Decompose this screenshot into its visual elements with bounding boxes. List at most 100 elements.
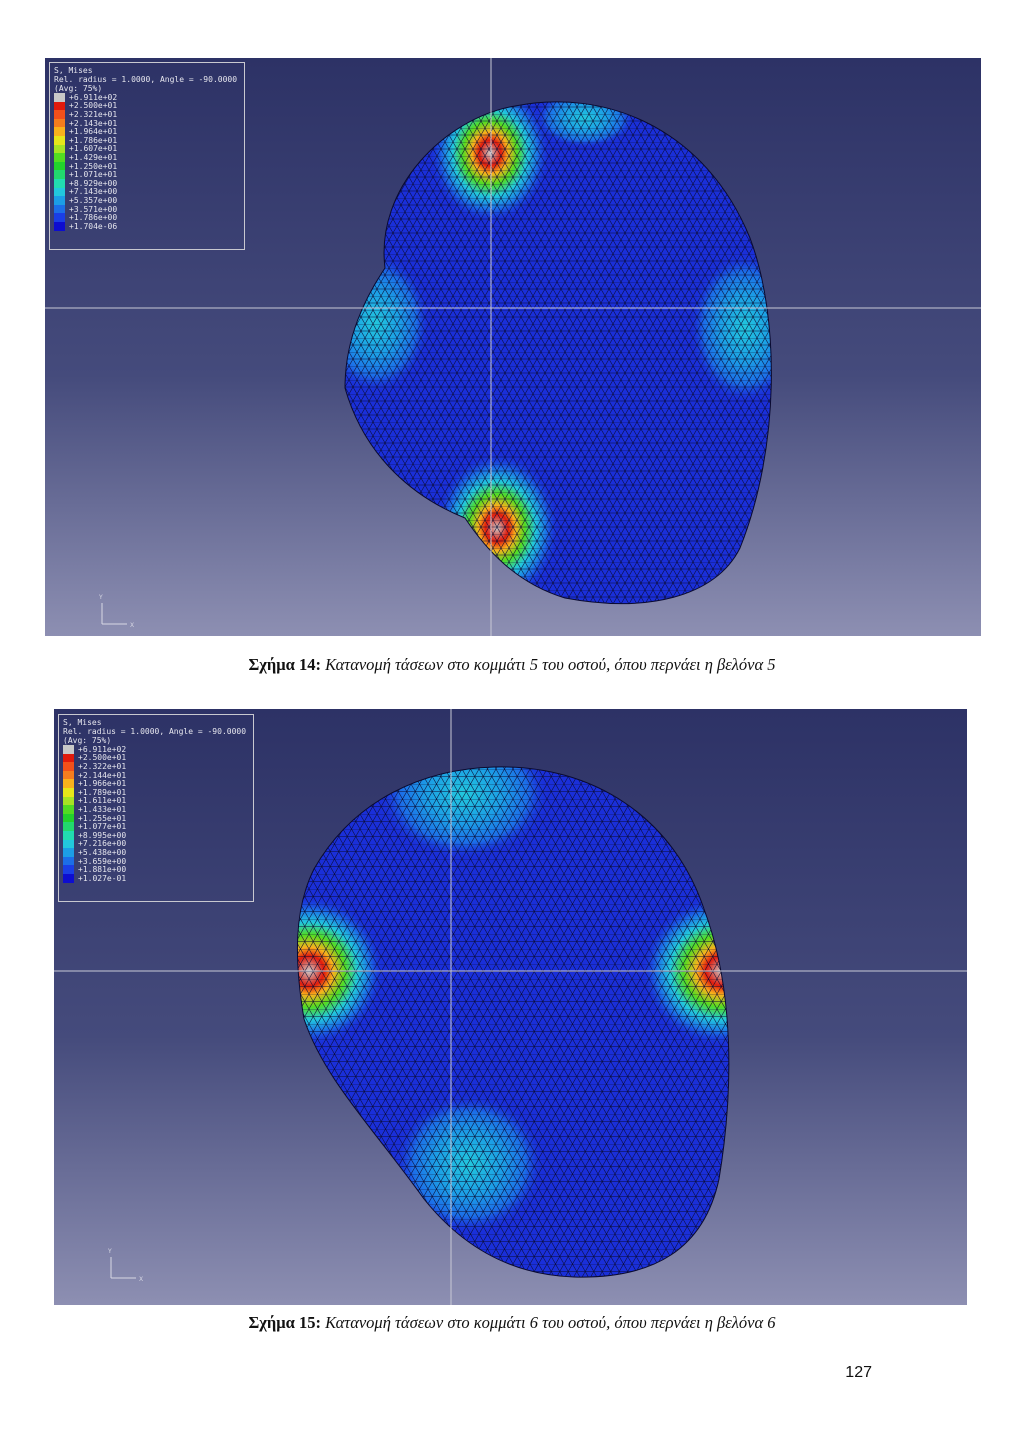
legend-swatch [54, 204, 65, 214]
legend-value: +8.995e+00 [78, 830, 127, 840]
legend-entry: +2.500e+01 [63, 753, 249, 763]
legend-swatch [54, 93, 65, 102]
axis-triad [101, 603, 127, 625]
legend-value: +1.429e+01 [69, 152, 118, 162]
caption-text: Κατανομή τάσεων στο κομμάτι 5 του οστού,… [325, 655, 776, 674]
legend-entry: +2.143e+01 [54, 119, 240, 128]
legend-swatch [63, 787, 74, 797]
legend-entry: +1.071e+01 [54, 170, 240, 179]
legend-swatch [63, 873, 74, 883]
legend-swatch [54, 178, 65, 188]
legend-swatch [63, 796, 74, 806]
legend-value: +3.571e+00 [69, 204, 118, 214]
legend-swatch [63, 865, 74, 874]
legend-entry: +1.966e+01 [63, 779, 249, 788]
axis-y-label: Y [107, 1248, 112, 1255]
legend-value: +1.255e+01 [78, 813, 127, 823]
legend-entry: +2.144e+01 [63, 771, 249, 780]
legend-swatch [54, 187, 65, 197]
legend-entry: +1.611e+01 [63, 796, 249, 806]
legend-value: +1.786e+01 [69, 135, 118, 145]
legend-avg: (Avg: 75%) [54, 84, 103, 93]
legend-entry: +1.964e+01 [54, 127, 240, 136]
legend-swatch [63, 762, 74, 771]
legend-entry: +1.433e+01 [63, 805, 249, 814]
caption-label: Σχήμα 14: [248, 655, 321, 674]
legend-entry: +6.911e+02 [54, 93, 240, 102]
legend-value: +1.786e+00 [69, 213, 118, 223]
fem-viewport: Y X [54, 709, 967, 1305]
figure-caption: Σχήμα 15: Κατανομή τάσεων στο κομμάτι 6 … [0, 1313, 1024, 1333]
legend-value: +7.143e+00 [69, 187, 118, 197]
page-number: 127 [845, 1364, 872, 1381]
legend-swatch [54, 213, 65, 222]
legend-subtitle: Rel. radius = 1.0000, Angle = -90.0000 [63, 727, 247, 736]
legend-swatch [63, 839, 74, 849]
axis-x-label: X [139, 1276, 143, 1283]
legend-value: +5.357e+00 [69, 195, 118, 205]
legend-value: +1.250e+01 [69, 161, 118, 171]
legend-value: +2.500e+01 [78, 753, 127, 763]
legend-value: +1.071e+01 [69, 170, 118, 180]
legend-swatch [54, 118, 65, 128]
legend-entry: +1.786e+01 [54, 136, 240, 145]
legend-value: +2.321e+01 [69, 109, 118, 119]
legend-swatch [54, 144, 65, 154]
legend-value: +2.144e+01 [78, 770, 127, 780]
legend-entry: +1.429e+01 [54, 153, 240, 162]
legend-swatch [54, 196, 65, 205]
legend-swatch [63, 822, 74, 831]
figure-15-fem-render: Y X S, Mises Rel. radius = 1.0000, Angle… [54, 709, 967, 1305]
legend-entry: +1.077e+01 [63, 822, 249, 831]
legend-swatch [63, 813, 74, 823]
contour-legend: S, Mises Rel. radius = 1.0000, Angle = -… [58, 714, 254, 902]
legend-value: +1.611e+01 [78, 796, 127, 806]
legend-entry: +3.659e+00 [63, 857, 249, 866]
legend-value: +1.077e+01 [78, 822, 127, 832]
legend-value: +8.929e+00 [69, 178, 118, 188]
axis-y-label: Y [98, 594, 103, 601]
figure-14-fem-render: Y X S, Mises Rel. radius = 1.0000, Angle… [45, 58, 981, 636]
legend-entry: +3.571e+00 [54, 205, 240, 214]
figure-caption: Σχήμα 14: Κατανομή τάσεων στο κομμάτι 5 … [0, 655, 1024, 675]
legend-swatch [63, 848, 74, 857]
legend-swatch [54, 153, 65, 162]
legend-entry: +1.255e+01 [63, 814, 249, 823]
legend-swatch [63, 779, 74, 788]
legend-value: +1.607e+01 [69, 144, 118, 154]
legend-swatch [63, 856, 74, 866]
legend-swatch [54, 135, 65, 145]
legend-swatch [54, 110, 65, 119]
axis-triad [110, 1257, 136, 1279]
legend-value: +1.966e+01 [78, 779, 127, 789]
legend-entry: +8.929e+00 [54, 179, 240, 188]
legend-entry: +1.881e+00 [63, 865, 249, 874]
legend-swatch [63, 745, 74, 754]
legend-value: +1.433e+01 [78, 804, 127, 814]
legend-title: S, Mises [63, 718, 102, 727]
legend-entry: +1.789e+01 [63, 788, 249, 797]
legend-entry: +7.143e+00 [54, 187, 240, 197]
legend-entry: +7.216e+00 [63, 839, 249, 849]
legend-entry: +2.500e+01 [54, 101, 240, 111]
legend-swatch [63, 753, 74, 763]
legend-swatch [54, 127, 65, 136]
caption-label: Σχήμα 15: [248, 1313, 321, 1332]
legend-value: +2.322e+01 [78, 761, 127, 771]
legend-swatch [63, 830, 74, 840]
legend-title: S, Mises [54, 66, 93, 75]
legend-entry: +5.357e+00 [54, 196, 240, 205]
legend-entry: +1.607e+01 [54, 144, 240, 154]
axis-x-label: X [130, 622, 134, 629]
legend-value: +1.964e+01 [69, 127, 118, 137]
legend-swatch [54, 101, 65, 111]
legend-value: +1.881e+00 [78, 865, 127, 875]
legend-value: +1.789e+01 [78, 787, 127, 797]
legend-entry: +1.250e+01 [54, 162, 240, 171]
legend-entry: +1.027e-01 [63, 874, 249, 883]
legend-entry: +1.786e+00 [54, 213, 240, 222]
legend-value: +6.911e+02 [78, 744, 127, 754]
legend-swatch [54, 161, 65, 171]
legend-value: +5.438e+00 [78, 847, 127, 857]
legend-entry: +2.322e+01 [63, 762, 249, 771]
